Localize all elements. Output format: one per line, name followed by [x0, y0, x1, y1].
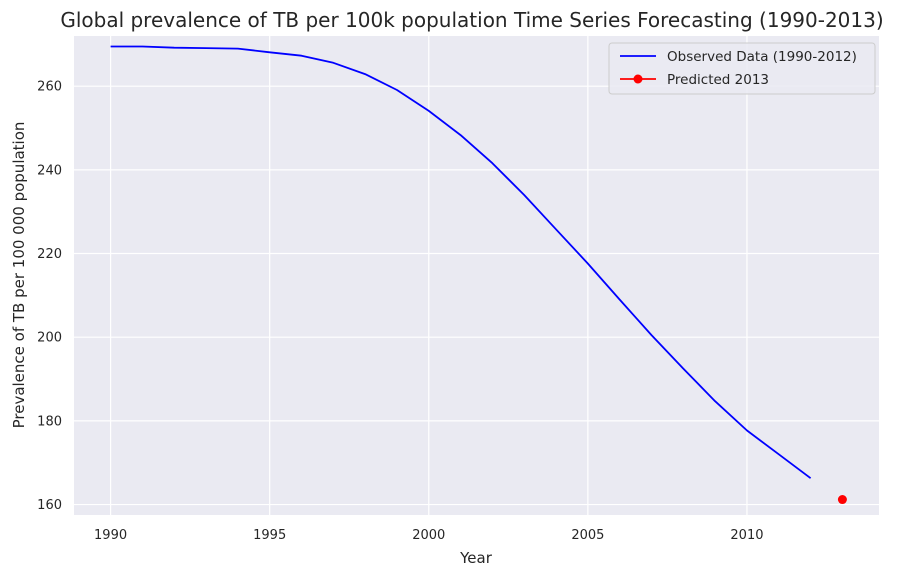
- x-axis-label: Year: [459, 549, 493, 567]
- plot-area: [74, 36, 879, 515]
- y-tick-label: 220: [37, 247, 62, 262]
- y-tick-label: 260: [37, 80, 62, 95]
- legend-box: [608, 42, 876, 95]
- legend-label: Predicted 2013: [667, 72, 769, 88]
- y-tick-label: 240: [37, 163, 62, 178]
- legend-marker: [633, 74, 643, 84]
- x-tick-label: 1990: [94, 528, 127, 543]
- series-layer: [110, 45, 847, 505]
- y-tick-label: 180: [37, 414, 62, 429]
- predicted-point: [837, 495, 847, 505]
- x-tick-labels: 1990 1995 2000 2005 2010: [94, 528, 763, 543]
- grid-lines: [74, 36, 879, 515]
- y-tick-label: 200: [37, 331, 62, 346]
- x-tick-label: 2005: [571, 528, 604, 543]
- x-tick-label: 2000: [412, 528, 445, 543]
- legend-label: Observed Data (1990-2012): [667, 49, 857, 65]
- y-tick-label: 160: [37, 498, 62, 513]
- y-axis-label: Prevalence of TB per 100 000 population: [10, 122, 28, 429]
- series-line-observed: [110, 45, 812, 479]
- x-tick-label: 2010: [730, 528, 763, 543]
- chart-title: Global prevalence of TB per 100k populat…: [60, 8, 883, 32]
- y-tick-labels: 160 180 200 220 240 260: [37, 80, 62, 513]
- legend: Observed Data (1990-2012) Predicted 2013: [608, 42, 876, 95]
- x-tick-label: 1995: [253, 528, 286, 543]
